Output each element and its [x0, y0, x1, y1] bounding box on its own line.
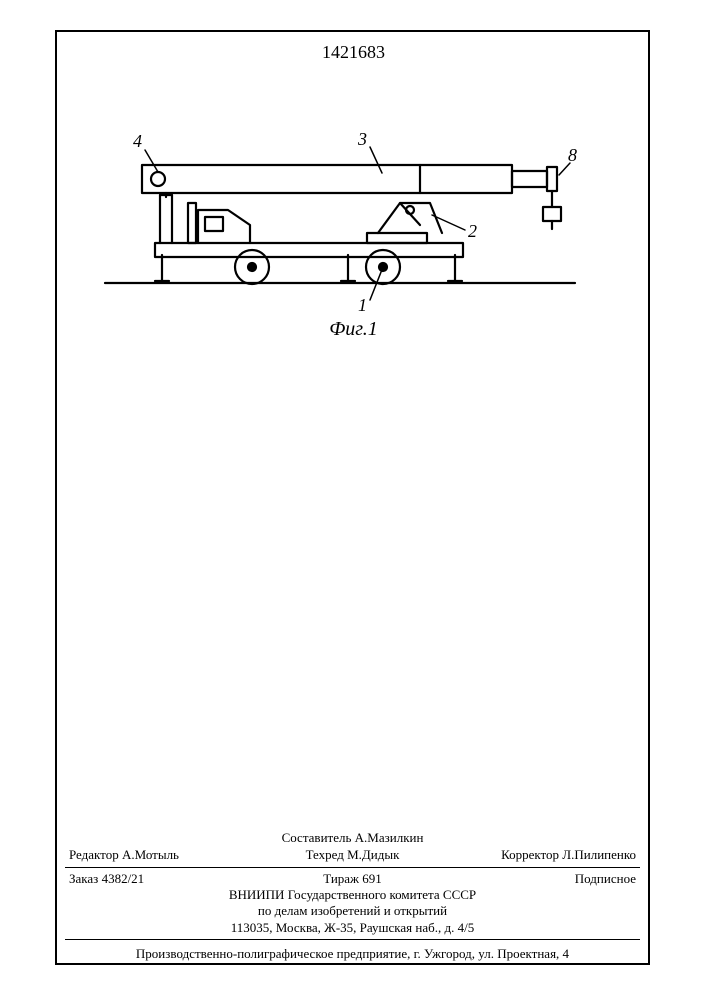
order-value: 4382/21: [102, 871, 145, 886]
tirazh-value: 691: [362, 871, 382, 886]
corrector-label: Корректор: [501, 847, 559, 862]
figure-caption: Фиг.1: [0, 318, 707, 341]
editor-name: А.Мотыль: [122, 847, 179, 862]
compiler-name: А.Мазилкин: [355, 830, 424, 845]
callout-2: 2: [468, 221, 477, 242]
org-line-1: ВНИИПИ Государственного комитета СССР: [65, 887, 640, 903]
editor-label: Редактор: [69, 847, 119, 862]
tirazh-label: Тираж: [323, 871, 359, 886]
callout-8: 8: [568, 145, 577, 166]
order-label: Заказ: [69, 871, 98, 886]
techred-label: Техред: [306, 847, 344, 862]
compiler-label: Составитель: [282, 830, 352, 845]
techred-name: М.Дидык: [347, 847, 399, 862]
subscription-label: Подписное: [575, 871, 636, 886]
document-number: 1421683: [0, 42, 707, 63]
callout-1: 1: [358, 295, 367, 316]
print-line: Производственно-полиграфическое предприя…: [65, 946, 640, 962]
org-line-2: по делам изобретений и открытий: [65, 903, 640, 919]
corrector-name: Л.Пилипенко: [562, 847, 636, 862]
org-line-3: 113035, Москва, Ж-35, Раушская наб., д. …: [65, 920, 640, 936]
figure-1: 4 3 2 1 8: [100, 125, 580, 315]
colophon: Составитель А.Мазилкин Редактор А.Мотыль…: [65, 830, 640, 962]
callout-3: 3: [358, 129, 367, 150]
callout-4: 4: [133, 131, 142, 152]
